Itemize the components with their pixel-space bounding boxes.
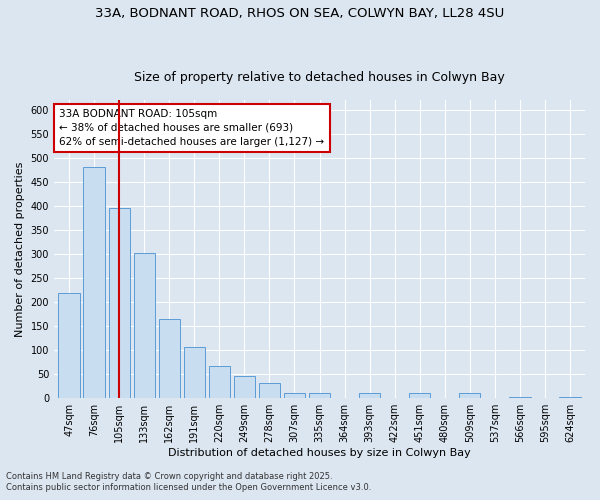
Text: 33A BODNANT ROAD: 105sqm
← 38% of detached houses are smaller (693)
62% of semi-: 33A BODNANT ROAD: 105sqm ← 38% of detach… xyxy=(59,109,325,147)
Bar xyxy=(309,394,330,398)
Bar xyxy=(459,394,481,398)
Bar xyxy=(184,348,205,398)
Text: Contains HM Land Registry data © Crown copyright and database right 2025.
Contai: Contains HM Land Registry data © Crown c… xyxy=(6,472,371,492)
Bar xyxy=(134,252,155,398)
Bar xyxy=(58,293,80,398)
Bar xyxy=(284,394,305,398)
Bar xyxy=(359,394,380,398)
Bar xyxy=(234,376,255,398)
X-axis label: Distribution of detached houses by size in Colwyn Bay: Distribution of detached houses by size … xyxy=(168,448,471,458)
Bar xyxy=(509,396,530,398)
Text: 33A, BODNANT ROAD, RHOS ON SEA, COLWYN BAY, LL28 4SU: 33A, BODNANT ROAD, RHOS ON SEA, COLWYN B… xyxy=(95,8,505,20)
Bar xyxy=(109,208,130,398)
Bar xyxy=(259,384,280,398)
Bar xyxy=(83,167,105,398)
Title: Size of property relative to detached houses in Colwyn Bay: Size of property relative to detached ho… xyxy=(134,70,505,84)
Bar xyxy=(409,394,430,398)
Bar xyxy=(158,320,180,398)
Y-axis label: Number of detached properties: Number of detached properties xyxy=(15,161,25,336)
Bar xyxy=(559,396,581,398)
Bar xyxy=(209,366,230,398)
